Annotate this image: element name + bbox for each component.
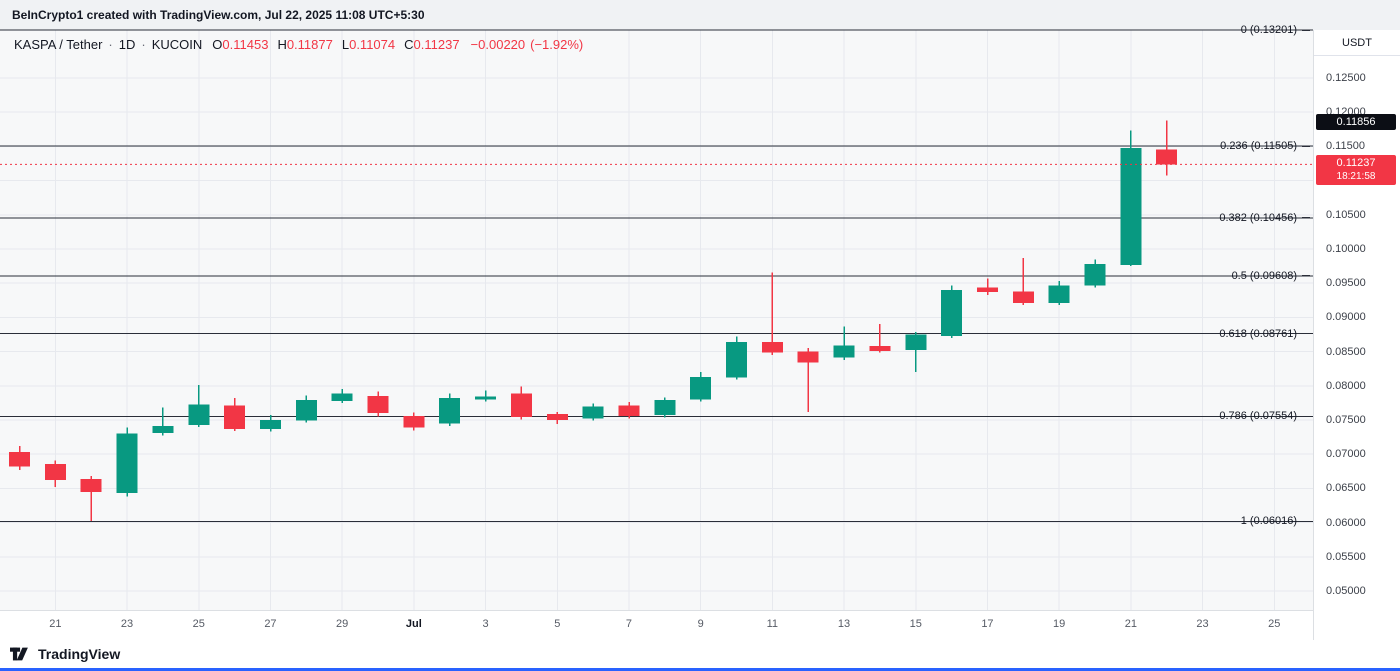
bar-close-countdown: 18:21:58 bbox=[1336, 171, 1376, 183]
tradingview-wordmark: TradingView bbox=[38, 646, 121, 662]
price-tick-label: 0.05500 bbox=[1326, 550, 1366, 563]
legend-separator: · bbox=[141, 37, 146, 52]
price-tick-label: 0.11500 bbox=[1326, 140, 1365, 153]
price-tick-label: 0.05000 bbox=[1326, 584, 1366, 597]
attribution-bar: BeInCrypto1 created with TradingView.com… bbox=[0, 0, 1400, 30]
time-tick-label: 7 bbox=[625, 618, 632, 630]
time-tick-label: 19 bbox=[1053, 618, 1066, 630]
time-tick-label: 21 bbox=[1124, 618, 1137, 630]
last-price-value: 0.11237 bbox=[1336, 157, 1376, 170]
symbol-name[interactable]: KASPA / Tether bbox=[14, 37, 103, 52]
ohlc-readout: O0.11453 H0.11877 L0.11074 C0.11237 −0.0… bbox=[212, 37, 583, 52]
price-tick-label: 0.08500 bbox=[1326, 345, 1366, 358]
high-price-badge: 0.11856 bbox=[1316, 114, 1396, 131]
price-tick-label: 0.06500 bbox=[1326, 482, 1366, 495]
low-value: L0.11074 bbox=[341, 37, 396, 52]
bottom-blue-strip bbox=[0, 668, 1400, 671]
time-tick-label: 27 bbox=[264, 618, 277, 630]
time-tick-label: 13 bbox=[837, 618, 851, 630]
price-tick-label: 0.09000 bbox=[1326, 311, 1366, 324]
tradingview-logo-icon bbox=[10, 647, 28, 661]
time-tick-label: 25 bbox=[1268, 618, 1281, 630]
last-price-badge: 0.11237 18:21:58 bbox=[1316, 155, 1396, 186]
price-tick-label: 0.07000 bbox=[1326, 448, 1366, 461]
exchange-label[interactable]: KUCOIN bbox=[151, 37, 203, 52]
chart-main: 0 (0.13201) 0.236 (0.11505) 0.382 (0.10456… bbox=[0, 24, 1400, 640]
price-tick-label: 0.07500 bbox=[1326, 413, 1366, 426]
price-tick-label: 0.10500 bbox=[1326, 208, 1366, 221]
footer-bar: TradingView bbox=[0, 640, 1400, 668]
price-tick-label: 0.10000 bbox=[1326, 243, 1366, 255]
time-tick-label: 9 bbox=[697, 618, 704, 630]
close-value: C0.11237 bbox=[404, 37, 460, 52]
time-tick-label: 5 bbox=[554, 618, 561, 630]
price-tick-label: 0.12500 bbox=[1326, 72, 1366, 84]
attribution-text: BeInCrypto1 created with TradingView.com… bbox=[12, 8, 425, 22]
time-tick-label: 17 bbox=[981, 618, 994, 630]
price-tick-label: 0.08000 bbox=[1326, 379, 1366, 392]
high-price-value: 0.11856 bbox=[1336, 116, 1376, 129]
price-axis-currency[interactable]: USDT bbox=[1314, 30, 1400, 56]
price-axis[interactable]: USDT 0.12500 0.12000 0.11500 0.10500 0.10000… bbox=[1313, 30, 1400, 640]
time-axis[interactable]: 21 23 25 27 29 Jul 3 5 7 9 11 13 15 17 19 21 23 25 bbox=[0, 610, 1313, 640]
candlestick-canvas[interactable] bbox=[0, 29, 1313, 610]
price-tick-label: 0.09500 bbox=[1326, 277, 1366, 290]
time-tick-label: 25 bbox=[192, 618, 205, 630]
time-tick-label: 11 bbox=[766, 618, 779, 630]
legend-separator: · bbox=[108, 37, 113, 52]
symbol-legend[interactable]: KASPA / Tether · 1D · KUCOIN O0.11453 H0… bbox=[14, 37, 583, 52]
tradingview-logo[interactable]: TradingView bbox=[10, 646, 120, 662]
change-readout: −0.00220 (−1.92%) bbox=[470, 37, 584, 52]
time-tick-label: 23 bbox=[1196, 618, 1209, 630]
time-tick-label: 21 bbox=[49, 618, 62, 630]
interval-label[interactable]: 1D bbox=[118, 37, 136, 52]
open-value: O0.11453 bbox=[212, 37, 269, 52]
time-tick-label: 23 bbox=[120, 618, 134, 630]
time-tick-label: 3 bbox=[482, 618, 489, 630]
time-tick-label: Jul bbox=[405, 618, 422, 630]
time-tick-label: 29 bbox=[336, 618, 349, 630]
high-value: H0.11877 bbox=[277, 37, 333, 52]
chart-plot-area[interactable]: 0 (0.13201) 0.236 (0.11505) 0.382 (0.10456… bbox=[0, 24, 1313, 610]
price-tick-label: 0.06000 bbox=[1326, 516, 1366, 529]
time-tick-label: 15 bbox=[909, 618, 922, 630]
